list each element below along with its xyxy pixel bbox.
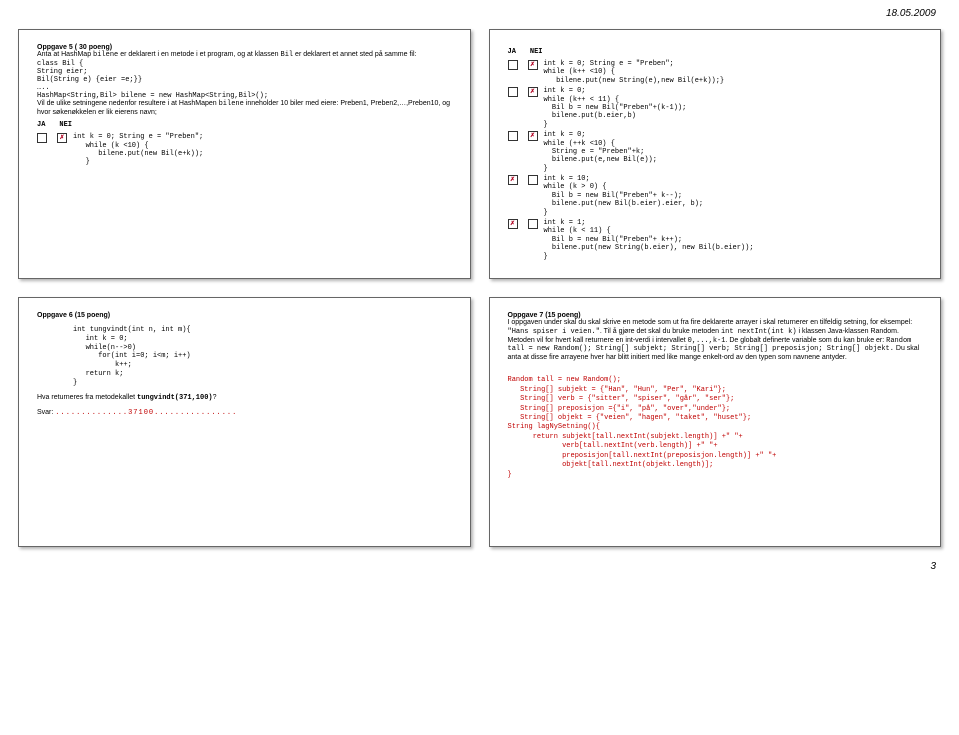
checks <box>508 175 544 185</box>
q7-para: I oppgaven under skal du skal skrive en … <box>508 319 923 363</box>
checkbox-ja[interactable] <box>37 133 47 143</box>
checks <box>508 219 544 229</box>
ja-nei-header: JA NEI <box>508 48 923 56</box>
checkbox-nei[interactable] <box>528 219 538 229</box>
q5-title: Oppgave 5 ( 30 poeng) <box>37 44 452 51</box>
q6-title: Oppgave 6 (15 poeng) <box>37 312 452 319</box>
checkbox-ja[interactable] <box>508 60 518 70</box>
answer-text: ..............37100................ <box>55 409 237 417</box>
checkbox-nei[interactable] <box>528 131 538 141</box>
checkbox-ja[interactable] <box>508 87 518 97</box>
txt: "Hans spiser i veien." <box>508 328 600 336</box>
checkbox-ja[interactable] <box>508 175 518 185</box>
txt: tungvindt(371,100) <box>137 394 213 402</box>
txt: Bil <box>281 51 294 59</box>
txt: I oppgaven under skal du skal skrive en … <box>508 319 913 326</box>
q7-code: Random tall = new Random(); String[] sub… <box>508 367 923 480</box>
panel-q7: Oppgave 7 (15 poeng) I oppgaven under sk… <box>489 297 942 547</box>
code-line: String lagNySetning(){ <box>508 423 600 431</box>
code-snippet: int k = 0; String e = "Preben"; while (k… <box>73 133 203 167</box>
ja-label: JA <box>508 48 516 56</box>
q6-answer: Svar: ..............37100...............… <box>37 409 452 417</box>
txt: Vil de ulike setningene nedenfor resulte… <box>37 100 219 107</box>
panel-q5-left: Oppgave 5 ( 30 poeng) Anta at HashMap bi… <box>18 29 471 279</box>
code-snippet: int k = 10; while (k > 0) { Bil b = new … <box>544 175 704 217</box>
txt: bilene <box>219 100 244 108</box>
code: return k; <box>73 370 452 379</box>
nei-label: NEI <box>59 121 72 129</box>
txt: . Til å gjøre det skal du bruke metoden <box>600 328 721 335</box>
q5-r5: int k = 1; while (k < 11) { Bil b = new … <box>508 219 923 261</box>
q6-question: Hva returneres fra metodekallet tungvind… <box>37 394 452 402</box>
txt: er deklarert et annet sted på samme fil: <box>293 51 416 58</box>
checkbox-nei[interactable] <box>528 87 538 97</box>
txt: bilene <box>93 51 118 59</box>
code: String eier; <box>37 68 452 76</box>
checks <box>508 60 544 70</box>
checkbox-ja[interactable] <box>508 219 518 229</box>
txt: ? <box>213 394 217 401</box>
q5-r4: int k = 10; while (k > 0) { Bil b = new … <box>508 175 923 217</box>
q5-left-row: int k = 0; String e = "Preben"; while (k… <box>37 133 452 167</box>
code-line: Random tall = new Random(); <box>508 376 621 384</box>
checkbox-nei[interactable] <box>528 175 538 185</box>
q5-r1: int k = 0; String e = "Preben"; while (k… <box>508 60 923 85</box>
q5-intro: Anta at HashMap bilene er deklarert i en… <box>37 51 452 60</box>
date-header: 18.05.2009 <box>8 8 936 19</box>
page-number: 3 <box>8 561 936 572</box>
code-line: String[] preposisjon ={"i", "på", "over"… <box>508 405 731 413</box>
code-line: return subjekt[tall.nextInt(subjekt.leng… <box>508 433 743 441</box>
code-line: objekt[tall.nextInt(objekt.length)]; <box>508 461 714 469</box>
code-line: String[] verb = {"sitter", "spiser", "gå… <box>508 395 735 403</box>
checks <box>37 133 73 143</box>
code-snippet: int k = 0; while (++k <10) { String e = … <box>544 131 657 173</box>
code: for(int i=0; i<m; i++) <box>73 352 452 361</box>
ja-label: JA <box>37 121 45 129</box>
txt: . De globalt definerte variable som du k… <box>725 337 886 344</box>
code: } <box>73 379 452 388</box>
txt: Hva returneres fra metodekallet <box>37 394 137 401</box>
checks <box>508 87 544 97</box>
txt: 0,...,k-1 <box>688 337 726 345</box>
nei-label: NEI <box>530 48 543 56</box>
checks <box>508 131 544 141</box>
code: int k = 0; <box>73 335 452 344</box>
code: k++; <box>73 361 452 370</box>
ja-nei-header: JA NEI <box>37 121 452 129</box>
q5-r3: int k = 0; while (++k <10) { String e = … <box>508 131 923 173</box>
q5-vil: Vil de ulike setningene nedenfor resulte… <box>37 100 452 118</box>
txt: Svar: <box>37 409 55 416</box>
code-line: verb[tall.nextInt(verb.length)] +" "+ <box>508 442 718 450</box>
code: HashMap<String,Bil> bilene = new HashMap… <box>37 92 452 100</box>
code: while(n-->0) <box>73 344 452 353</box>
code-line: String[] subjekt = {"Han", "Hun", "Per",… <box>508 386 726 394</box>
q5-r2: int k = 0; while (k++ < 11) { Bil b = ne… <box>508 87 923 129</box>
code-snippet: int k = 0; while (k++ < 11) { Bil b = ne… <box>544 87 687 129</box>
panel-q5-right: JA NEI int k = 0; String e = "Preben"; w… <box>489 29 942 279</box>
txt: er deklarert i en metode i et program, o… <box>118 51 280 58</box>
checkbox-nei[interactable] <box>57 133 67 143</box>
txt: int nextInt(int k) <box>721 328 797 336</box>
code: int tungvindt(int n, int m){ <box>73 326 452 335</box>
txt: Anta at HashMap <box>37 51 93 58</box>
code-line: } <box>508 471 512 479</box>
code-line: String[] objekt = {"veien", "hagen", "ta… <box>508 414 752 422</box>
code: ….. <box>37 84 452 92</box>
code: Bil(String e) {eier =e;}} <box>37 76 452 84</box>
code-snippet: int k = 1; while (k < 11) { Bil b = new … <box>544 219 754 261</box>
code-snippet: int k = 0; String e = "Preben"; while (k… <box>544 60 725 85</box>
code-line: preposisjon[tall.nextInt(preposisjon.len… <box>508 452 777 460</box>
q7-title: Oppgave 7 (15 poeng) <box>508 312 923 319</box>
checkbox-ja[interactable] <box>508 131 518 141</box>
checkbox-nei[interactable] <box>528 60 538 70</box>
code: class Bil { <box>37 60 452 68</box>
slide-grid: Oppgave 5 ( 30 poeng) Anta at HashMap bi… <box>8 29 951 547</box>
panel-q6: Oppgave 6 (15 poeng) int tungvindt(int n… <box>18 297 471 547</box>
